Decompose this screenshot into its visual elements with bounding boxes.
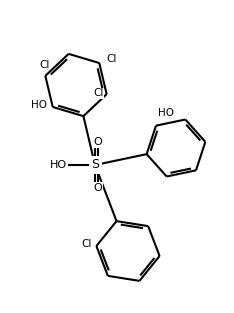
Text: Cl: Cl xyxy=(81,239,91,249)
Text: O: O xyxy=(94,137,102,147)
Text: S: S xyxy=(91,158,99,172)
Text: HO: HO xyxy=(158,108,174,118)
Text: Cl: Cl xyxy=(93,88,104,98)
Text: O: O xyxy=(94,183,102,193)
Text: Cl: Cl xyxy=(39,60,50,70)
Text: Cl: Cl xyxy=(106,54,117,64)
Text: HO: HO xyxy=(31,100,47,110)
Text: HO: HO xyxy=(50,160,67,170)
